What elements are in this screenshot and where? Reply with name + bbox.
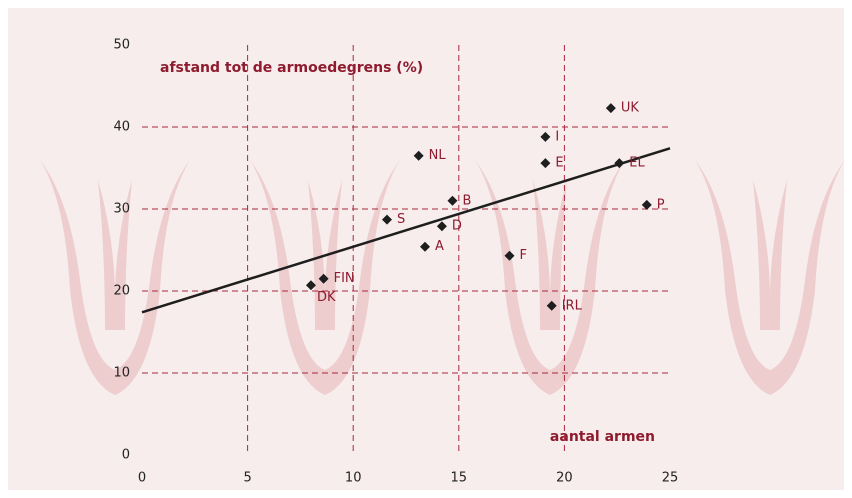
point-label: FIN [334, 271, 355, 286]
y-tick-label: 0 [122, 448, 130, 463]
point-label: E [555, 156, 563, 171]
x-axis-title: aantal armen [550, 429, 655, 445]
point-label: S [397, 212, 405, 227]
point-label: B [462, 193, 471, 208]
y-tick-label: 10 [113, 366, 130, 381]
point-label: UK [621, 101, 640, 116]
y-axis-title: afstand tot de armoedegrens (%) [160, 60, 423, 76]
x-tick-label: 20 [556, 471, 573, 486]
point-label: D [452, 219, 462, 234]
y-tick-label: 30 [113, 202, 130, 217]
point-label: IRL [562, 298, 583, 313]
point-label: F [519, 248, 526, 263]
x-tick-label: 5 [243, 471, 251, 486]
point-label: EL [629, 156, 645, 171]
point-label: NL [429, 148, 447, 163]
chart: afstand tot de armoedegrens (%) aantal a… [0, 0, 852, 498]
y-tick-label: 20 [113, 284, 130, 299]
point-label: A [435, 239, 444, 254]
x-tick-label: 25 [662, 471, 679, 486]
point-label: I [555, 129, 559, 144]
x-tick-label: 0 [138, 471, 146, 486]
point-label: DK [317, 290, 336, 305]
point-label: P [657, 197, 665, 212]
x-tick-label: 10 [345, 471, 362, 486]
x-tick-label: 15 [451, 471, 468, 486]
y-tick-label: 50 [113, 38, 130, 53]
page: afstand tot de armoedegrens (%) aantal a… [0, 0, 852, 498]
y-tick-label: 40 [113, 120, 130, 135]
